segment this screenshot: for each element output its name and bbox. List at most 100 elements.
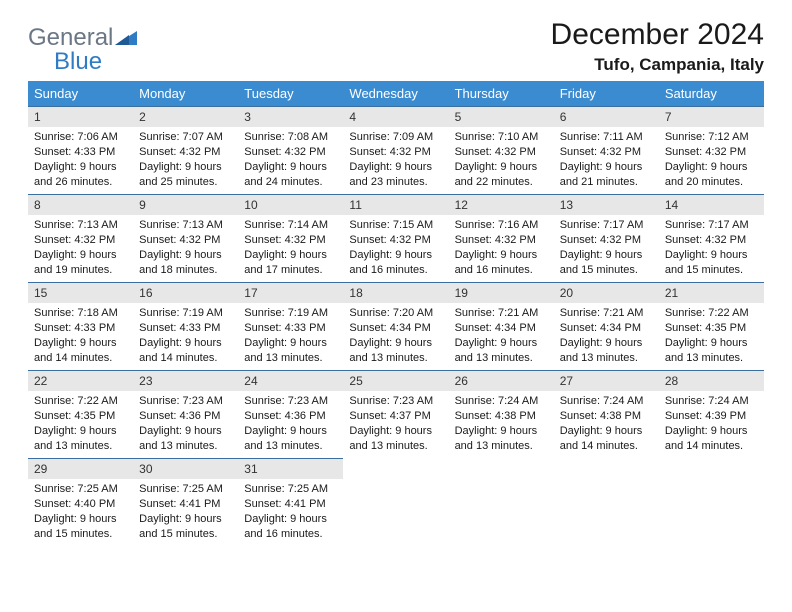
sunrise-text: Sunrise: 7:10 AM — [455, 130, 548, 145]
sunset-text: Sunset: 4:32 PM — [34, 233, 127, 248]
day-number: 23 — [133, 370, 238, 391]
day-details: Sunrise: 7:11 AMSunset: 4:32 PMDaylight:… — [554, 127, 659, 193]
calendar-day-cell: 11Sunrise: 7:15 AMSunset: 4:32 PMDayligh… — [343, 194, 448, 282]
sunset-text: Sunset: 4:40 PM — [34, 497, 127, 512]
sunset-text: Sunset: 4:38 PM — [455, 409, 548, 424]
day-details: Sunrise: 7:23 AMSunset: 4:36 PMDaylight:… — [133, 391, 238, 457]
sunset-text: Sunset: 4:41 PM — [244, 497, 337, 512]
calendar-day-cell: 2Sunrise: 7:07 AMSunset: 4:32 PMDaylight… — [133, 106, 238, 194]
sunrise-text: Sunrise: 7:17 AM — [665, 218, 758, 233]
day-details: Sunrise: 7:09 AMSunset: 4:32 PMDaylight:… — [343, 127, 448, 193]
sunrise-text: Sunrise: 7:25 AM — [139, 482, 232, 497]
calendar-day-cell: 6Sunrise: 7:11 AMSunset: 4:32 PMDaylight… — [554, 106, 659, 194]
day-number: 17 — [238, 282, 343, 303]
header: General Blue December 2024 Tufo, Campani… — [28, 18, 764, 75]
calendar-day-cell: 18Sunrise: 7:20 AMSunset: 4:34 PMDayligh… — [343, 282, 448, 370]
sunset-text: Sunset: 4:37 PM — [349, 409, 442, 424]
calendar-week-row: 15Sunrise: 7:18 AMSunset: 4:33 PMDayligh… — [28, 282, 764, 370]
day-number: 26 — [449, 370, 554, 391]
sunset-text: Sunset: 4:36 PM — [139, 409, 232, 424]
sunset-text: Sunset: 4:35 PM — [665, 321, 758, 336]
calendar-day-cell — [449, 458, 554, 546]
day-number: 13 — [554, 194, 659, 215]
sunrise-text: Sunrise: 7:19 AM — [244, 306, 337, 321]
sunrise-text: Sunrise: 7:24 AM — [455, 394, 548, 409]
calendar-day-cell: 19Sunrise: 7:21 AMSunset: 4:34 PMDayligh… — [449, 282, 554, 370]
day-number: 3 — [238, 106, 343, 127]
day-details: Sunrise: 7:16 AMSunset: 4:32 PMDaylight:… — [449, 215, 554, 281]
sunrise-text: Sunrise: 7:06 AM — [34, 130, 127, 145]
day-number: 4 — [343, 106, 448, 127]
sunset-text: Sunset: 4:32 PM — [244, 233, 337, 248]
daylight-text: Daylight: 9 hours and 20 minutes. — [665, 160, 758, 190]
daylight-text: Daylight: 9 hours and 23 minutes. — [349, 160, 442, 190]
daylight-text: Daylight: 9 hours and 17 minutes. — [244, 248, 337, 278]
sunrise-text: Sunrise: 7:08 AM — [244, 130, 337, 145]
location-text: Tufo, Campania, Italy — [551, 55, 764, 75]
sunrise-text: Sunrise: 7:09 AM — [349, 130, 442, 145]
sunset-text: Sunset: 4:32 PM — [349, 145, 442, 160]
sunset-text: Sunset: 4:33 PM — [34, 321, 127, 336]
sunset-text: Sunset: 4:33 PM — [139, 321, 232, 336]
sunset-text: Sunset: 4:41 PM — [139, 497, 232, 512]
day-details: Sunrise: 7:10 AMSunset: 4:32 PMDaylight:… — [449, 127, 554, 193]
day-details: Sunrise: 7:19 AMSunset: 4:33 PMDaylight:… — [238, 303, 343, 369]
sunset-text: Sunset: 4:34 PM — [455, 321, 548, 336]
daylight-text: Daylight: 9 hours and 13 minutes. — [349, 336, 442, 366]
daylight-text: Daylight: 9 hours and 13 minutes. — [560, 336, 653, 366]
calendar-day-cell: 4Sunrise: 7:09 AMSunset: 4:32 PMDaylight… — [343, 106, 448, 194]
daylight-text: Daylight: 9 hours and 25 minutes. — [139, 160, 232, 190]
daylight-text: Daylight: 9 hours and 15 minutes. — [139, 512, 232, 542]
daylight-text: Daylight: 9 hours and 13 minutes. — [455, 336, 548, 366]
calendar-day-cell: 13Sunrise: 7:17 AMSunset: 4:32 PMDayligh… — [554, 194, 659, 282]
sunset-text: Sunset: 4:32 PM — [139, 233, 232, 248]
day-number: 8 — [28, 194, 133, 215]
sunset-text: Sunset: 4:38 PM — [560, 409, 653, 424]
day-number: 2 — [133, 106, 238, 127]
weekday-header: Friday — [554, 81, 659, 106]
day-number: 6 — [554, 106, 659, 127]
daylight-text: Daylight: 9 hours and 13 minutes. — [34, 424, 127, 454]
day-number: 12 — [449, 194, 554, 215]
sunrise-text: Sunrise: 7:22 AM — [34, 394, 127, 409]
day-details: Sunrise: 7:12 AMSunset: 4:32 PMDaylight:… — [659, 127, 764, 193]
calendar-day-cell: 25Sunrise: 7:23 AMSunset: 4:37 PMDayligh… — [343, 370, 448, 458]
daylight-text: Daylight: 9 hours and 19 minutes. — [34, 248, 127, 278]
day-details: Sunrise: 7:06 AMSunset: 4:33 PMDaylight:… — [28, 127, 133, 193]
sunrise-text: Sunrise: 7:16 AM — [455, 218, 548, 233]
day-details: Sunrise: 7:17 AMSunset: 4:32 PMDaylight:… — [554, 215, 659, 281]
calendar-day-cell: 1Sunrise: 7:06 AMSunset: 4:33 PMDaylight… — [28, 106, 133, 194]
day-details: Sunrise: 7:21 AMSunset: 4:34 PMDaylight:… — [449, 303, 554, 369]
daylight-text: Daylight: 9 hours and 16 minutes. — [455, 248, 548, 278]
day-number: 9 — [133, 194, 238, 215]
daylight-text: Daylight: 9 hours and 14 minutes. — [665, 424, 758, 454]
calendar-table: Sunday Monday Tuesday Wednesday Thursday… — [28, 81, 764, 546]
sunset-text: Sunset: 4:34 PM — [349, 321, 442, 336]
calendar-day-cell — [659, 458, 764, 546]
daylight-text: Daylight: 9 hours and 13 minutes. — [665, 336, 758, 366]
day-number: 24 — [238, 370, 343, 391]
sunset-text: Sunset: 4:33 PM — [34, 145, 127, 160]
sunrise-text: Sunrise: 7:23 AM — [349, 394, 442, 409]
day-details: Sunrise: 7:23 AMSunset: 4:36 PMDaylight:… — [238, 391, 343, 457]
daylight-text: Daylight: 9 hours and 22 minutes. — [455, 160, 548, 190]
daylight-text: Daylight: 9 hours and 14 minutes. — [34, 336, 127, 366]
day-details: Sunrise: 7:19 AMSunset: 4:33 PMDaylight:… — [133, 303, 238, 369]
sunset-text: Sunset: 4:32 PM — [455, 233, 548, 248]
sunrise-text: Sunrise: 7:21 AM — [455, 306, 548, 321]
day-details: Sunrise: 7:07 AMSunset: 4:32 PMDaylight:… — [133, 127, 238, 193]
day-number: 5 — [449, 106, 554, 127]
daylight-text: Daylight: 9 hours and 13 minutes. — [244, 336, 337, 366]
sunset-text: Sunset: 4:35 PM — [34, 409, 127, 424]
sunset-text: Sunset: 4:32 PM — [665, 233, 758, 248]
calendar-page: General Blue December 2024 Tufo, Campani… — [0, 0, 792, 612]
weekday-header: Thursday — [449, 81, 554, 106]
daylight-text: Daylight: 9 hours and 16 minutes. — [244, 512, 337, 542]
sunset-text: Sunset: 4:32 PM — [560, 233, 653, 248]
weekday-header: Saturday — [659, 81, 764, 106]
calendar-day-cell — [343, 458, 448, 546]
daylight-text: Daylight: 9 hours and 13 minutes. — [455, 424, 548, 454]
calendar-day-cell: 31Sunrise: 7:25 AMSunset: 4:41 PMDayligh… — [238, 458, 343, 546]
day-number: 28 — [659, 370, 764, 391]
calendar-day-cell: 16Sunrise: 7:19 AMSunset: 4:33 PMDayligh… — [133, 282, 238, 370]
